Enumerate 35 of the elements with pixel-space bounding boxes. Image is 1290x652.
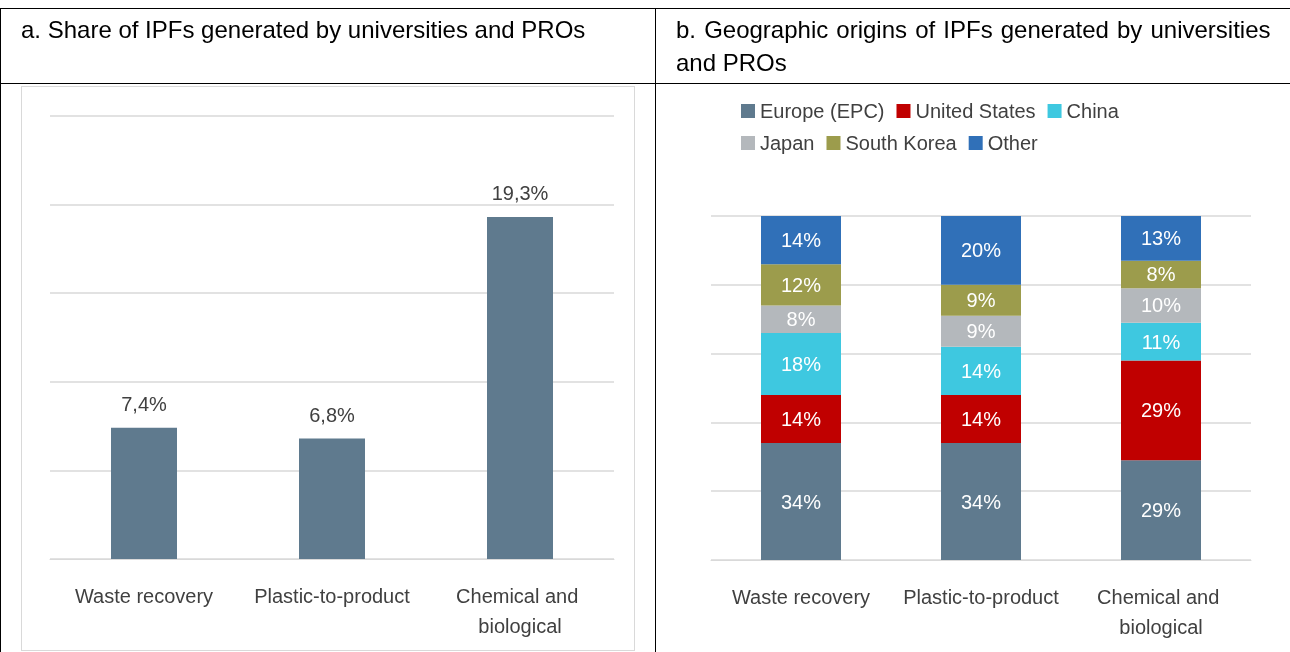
- data-label: 34%: [960, 490, 1002, 513]
- x-tick-label: Waste recovery: [731, 586, 871, 608]
- data-label: 14%: [780, 229, 822, 252]
- data-label: 10%: [1140, 294, 1182, 317]
- legend-label: Other: [987, 132, 1039, 154]
- data-label: 19,3%: [491, 182, 549, 204]
- legend-label: Japan: [760, 132, 815, 154]
- x-tick-label: Chemical and biological: [1097, 586, 1225, 638]
- legend-label: United States: [915, 100, 1036, 122]
- data-label: 7,4%: [121, 392, 168, 415]
- x-tick-label: Chemical and biological: [456, 585, 584, 637]
- data-label: 12%: [780, 273, 822, 296]
- data-label: 14%: [960, 407, 1002, 430]
- x-tick-label: Waste recovery: [74, 585, 214, 607]
- data-label: 29%: [1140, 499, 1182, 522]
- data-label: 6,8%: [309, 403, 356, 426]
- data-label: 13%: [1140, 227, 1182, 250]
- x-tick-label: Plastic-to-product: [903, 586, 1060, 608]
- data-label: 14%: [780, 407, 822, 430]
- data-label: 8%: [1146, 263, 1176, 286]
- data-label: 18%: [780, 352, 822, 375]
- x-tick-label: Plastic-to-product: [254, 585, 411, 607]
- legend-label: China: [1066, 100, 1120, 122]
- chart-title: a. Share of IPFs generated by universities and PROs: [21, 16, 586, 43]
- data-label: 29%: [1140, 399, 1182, 422]
- data-label: 14%: [960, 359, 1002, 382]
- legend-label: South Korea: [845, 132, 958, 154]
- legend-label: Europe (EPC): [760, 100, 885, 122]
- data-label: 20%: [960, 239, 1002, 262]
- chart-title: b. Geographic origins of IPFs generated by universities and PROs: [676, 16, 1271, 76]
- data-label: 8%: [786, 308, 816, 331]
- data-label: 34%: [780, 490, 822, 513]
- data-label: 11%: [1141, 330, 1181, 353]
- data-label: 9%: [966, 289, 996, 312]
- data-label: 9%: [966, 320, 996, 343]
